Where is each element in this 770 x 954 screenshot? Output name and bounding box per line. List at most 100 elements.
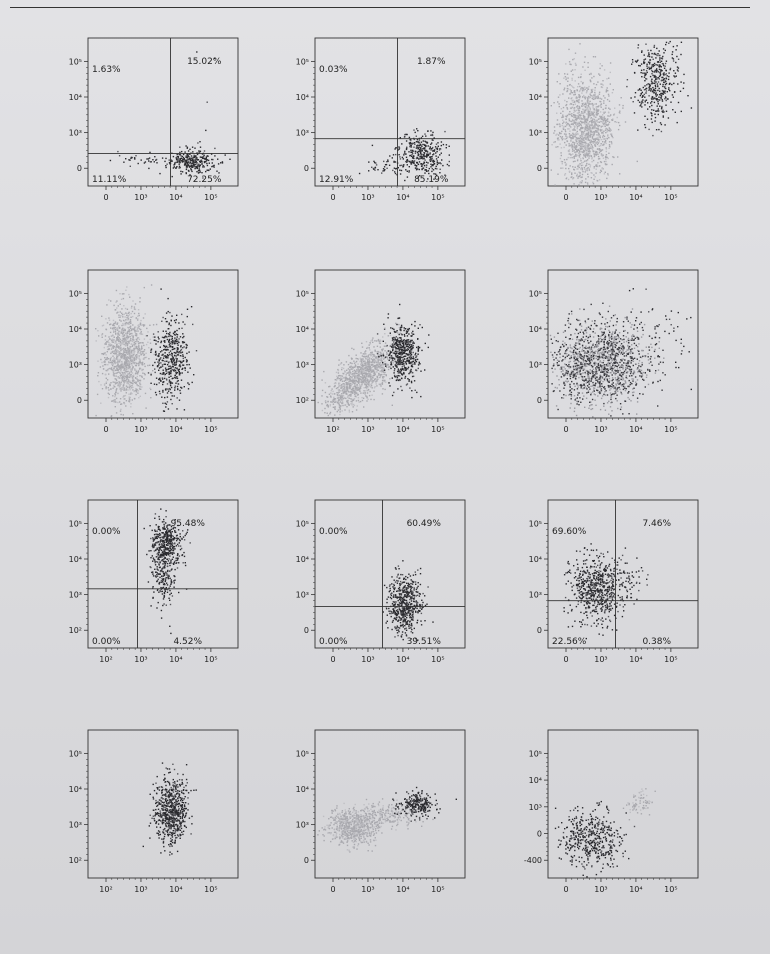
event-dots [550,40,693,186]
x-tick-label: 10³ [361,193,374,202]
y-tick-label: 10³ [296,361,309,370]
quadrant-label-ll: 0.00% [319,637,348,647]
y-tick-label: 10⁴ [529,555,542,564]
x-tick-label: 10⁴ [396,425,409,434]
x-tick-label: 10⁵ [664,193,677,202]
y-tick-label: 10² [296,396,309,405]
y-tick-label: 10⁵ [69,519,82,528]
plot-frame [87,37,239,187]
y-tick-label: 0 [304,626,309,635]
plot-frame [87,729,239,879]
event-dots [563,543,649,640]
quadrant-label-ul: 0.00% [92,527,121,537]
y-tick-label: 10⁴ [296,785,309,794]
y-tick-label: 10³ [69,361,82,370]
y-tick-label: 10⁵ [296,519,309,528]
x-tick-label: 10⁵ [204,655,217,664]
quadrant-label-ur: 7.46% [642,519,671,529]
event-dots [358,128,450,182]
x-tick-label: 10⁴ [169,655,182,664]
y-tick-label: 10⁵ [69,749,82,758]
x-tick-label: 10³ [361,655,374,664]
y-tick-label: 10³ [296,591,309,600]
x-tick-label: 10⁵ [431,425,444,434]
y-tick-label: 0 [304,856,309,865]
x-tick-label: 10⁴ [396,655,409,664]
x-tick-label: 10³ [361,885,374,894]
plot-frame [314,269,466,419]
top-rule [10,7,750,8]
x-tick-label: 10³ [134,885,147,894]
plot-frame [547,729,699,879]
quadrant-label-ll: 0.00% [92,637,121,647]
event-dots [317,303,430,417]
y-tick-label: 10⁴ [529,776,542,785]
x-tick-label: 10² [326,425,339,434]
quadrant-label-ul: 0.03% [319,65,348,75]
y-tick-label: -400 [524,856,542,865]
x-tick-label: 10⁵ [204,885,217,894]
event-dots [317,786,457,853]
x-tick-label: 10⁵ [664,425,677,434]
y-tick-label: 0 [537,396,542,405]
x-tick-label: 0 [563,655,568,664]
x-tick-label: 0 [330,655,335,664]
quadrant-label-lr: 85.19% [414,175,449,185]
y-tick-label: 10² [69,626,82,635]
event-dots [109,51,231,179]
plot-frame [314,499,466,649]
y-tick-label: 0 [537,626,542,635]
x-tick-label: 10⁵ [431,655,444,664]
quadrant-label-ll: 11.11% [92,175,127,185]
plot-frame [547,37,699,187]
y-tick-label: 10³ [69,129,82,138]
x-tick-label: 10³ [594,193,607,202]
x-tick-label: 10³ [594,425,607,434]
quadrant-label-ul: 1.63% [92,65,121,75]
x-tick-label: 10⁴ [169,425,182,434]
quadrant-label-ur: 1.87% [417,57,446,67]
y-tick-label: 10³ [69,591,82,600]
y-tick-label: 10⁴ [296,555,309,564]
x-tick-label: 10³ [361,425,374,434]
y-tick-label: 10⁴ [69,325,82,334]
y-tick-label: 10⁵ [296,57,309,66]
y-tick-label: 10³ [296,129,309,138]
plot-frame [547,499,699,649]
x-tick-label: 10⁴ [629,885,642,894]
x-tick-label: 0 [103,425,108,434]
y-tick-label: 0 [537,830,542,839]
x-tick-label: 10⁴ [169,193,182,202]
quadrant-label-ll: 12.91% [319,175,354,185]
x-tick-label: 10⁴ [629,425,642,434]
x-tick-label: 10⁵ [664,655,677,664]
y-tick-label: 10³ [529,591,542,600]
x-tick-label: 10⁵ [664,885,677,894]
y-tick-label: 10⁵ [529,57,542,66]
quadrant-label-lr: 4.52% [173,637,202,647]
y-tick-label: 10⁴ [296,93,309,102]
event-dots [549,288,692,418]
x-tick-label: 10³ [594,655,607,664]
x-tick-label: 10² [99,655,112,664]
x-tick-label: 10³ [134,193,147,202]
plot-frame [314,37,466,187]
y-tick-label: 10³ [296,821,309,830]
x-tick-label: 0 [563,193,568,202]
y-tick-label: 10³ [69,821,82,830]
y-tick-label: 0 [77,164,82,173]
y-tick-label: 10⁴ [69,785,82,794]
quadrant-label-ul: 0.00% [319,527,348,537]
event-dots [142,762,197,856]
